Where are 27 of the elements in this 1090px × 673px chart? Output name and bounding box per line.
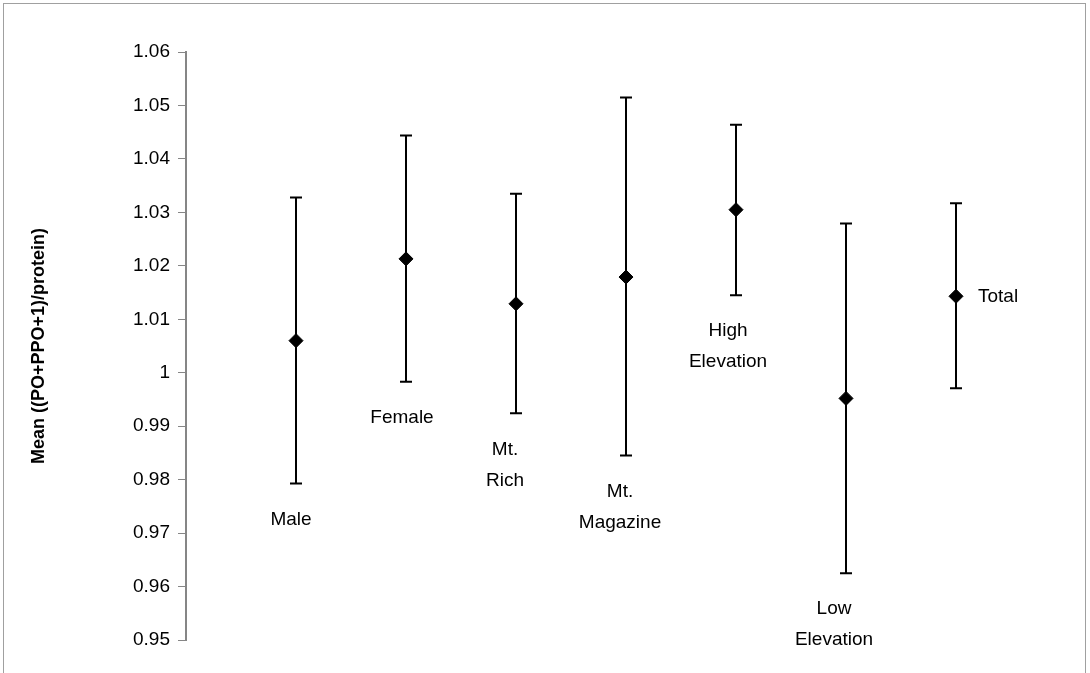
point <box>288 333 304 349</box>
x-tick-label: Male <box>270 507 312 529</box>
x-tick-label: Total <box>978 284 1019 306</box>
point <box>618 269 634 285</box>
y-tick-label: 0.96 <box>133 574 170 596</box>
y-tick-label: 1.06 <box>133 40 170 62</box>
y-tick-label: 1.02 <box>133 254 170 276</box>
x-tick-label: High Elevation <box>688 319 768 372</box>
point <box>838 390 854 406</box>
y-tick-label: 1.05 <box>133 93 170 115</box>
x-tick-label: Low Elevation <box>794 597 874 650</box>
point <box>948 288 964 304</box>
x-tick-label: Mt. Magazine <box>578 479 662 532</box>
y-tick-label: 1 <box>159 360 170 382</box>
y-tick-label: 1.04 <box>133 147 171 169</box>
point <box>508 296 524 312</box>
y-tick-label: 0.99 <box>133 414 170 436</box>
y-tick-label: 1.01 <box>133 307 170 329</box>
y-axis-title: Mean ((PO+PPO+1)/protein) <box>27 227 48 465</box>
y-tick-label: 1.03 <box>133 200 170 222</box>
y-tick-label: 0.97 <box>133 521 170 543</box>
y-tick-label: 0.98 <box>133 467 170 489</box>
point <box>398 251 414 267</box>
point <box>728 202 744 218</box>
x-tick-label: Female <box>370 406 434 428</box>
x-tick-label: Mt. Rich <box>485 437 525 490</box>
y-tick-label: 0.95 <box>133 628 170 650</box>
